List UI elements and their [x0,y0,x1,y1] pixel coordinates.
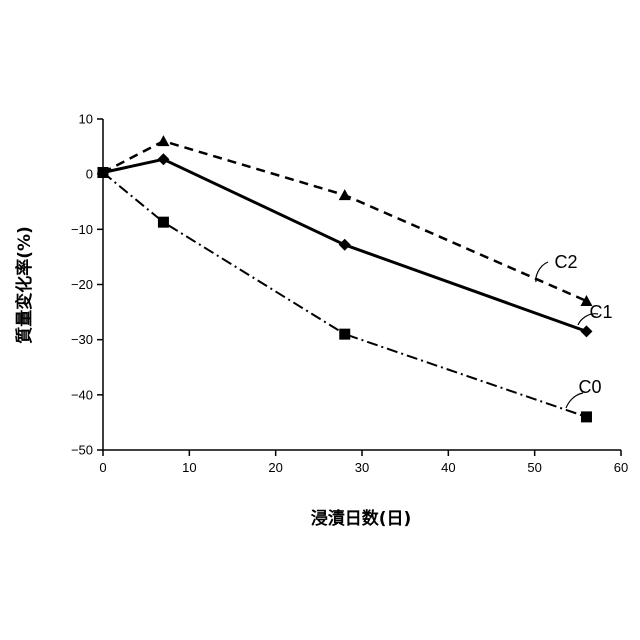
y-ticks: 10 0 −10 −20 −30 −40 −50 [71,112,103,458]
series-labels: C2 C1 C0 [554,252,612,397]
series-c0-point [97,167,109,179]
series-c1-label: C1 [589,302,612,322]
series-c2-point [338,189,351,201]
y-tick-label: −10 [71,222,93,237]
y-tick-label: 10 [79,112,93,127]
series-layer [97,135,593,423]
series-c2 [97,135,593,307]
x-tick-label: 10 [182,460,196,475]
y-tick-label: −50 [71,443,93,458]
x-tick-label: 20 [268,460,282,475]
x-tick-label: 60 [614,460,628,475]
x-ticks: 0 10 20 30 40 50 60 [99,450,628,475]
series-c2-point [580,295,593,307]
y-tick-label: 0 [86,167,93,182]
series-c0 [97,167,592,423]
series-c1-leader [577,313,599,326]
series-c0-label: C0 [578,377,601,397]
series-c1-point [338,238,351,251]
series-c0-point [157,216,169,228]
series-label-leaders [535,261,599,409]
series-c0-point [580,411,592,423]
series-c1 [97,153,593,338]
series-c2-point [157,135,170,147]
x-tick-label: 0 [99,460,106,475]
x-axis-title: 浸漬日数(日) [311,508,412,529]
series-c0-leader [565,392,584,409]
series-c1-point [157,153,170,166]
series-c2-label: C2 [554,252,577,272]
y-tick-label: −30 [71,332,93,347]
x-tick-label: 40 [441,460,455,475]
series-c1-line [102,157,588,333]
series-c2-line [102,139,588,303]
y-axis-title: 質量変化率(%) [14,226,35,344]
x-tick-label: 30 [355,460,369,475]
y-tick-label: −20 [71,277,93,292]
series-c0-point [339,328,351,340]
x-tick-label: 50 [527,460,541,475]
series-c1-point [580,325,593,338]
series-c0-line [102,171,587,418]
series-c2-leader [535,261,549,283]
y-tick-label: −40 [71,387,93,402]
